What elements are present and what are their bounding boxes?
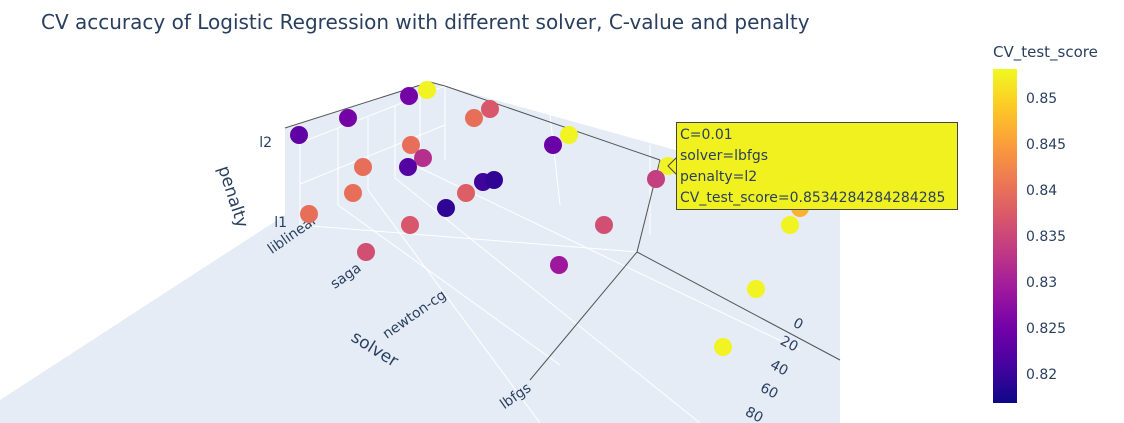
colorbar-tick-label: 0.84 bbox=[1026, 183, 1058, 199]
data-point[interactable] bbox=[339, 109, 357, 127]
data-point[interactable] bbox=[357, 243, 375, 261]
axis-tick-label: l1 bbox=[274, 215, 287, 231]
data-point[interactable] bbox=[595, 216, 613, 234]
colorbar-tick-label: 0.825 bbox=[1026, 321, 1067, 337]
data-point[interactable] bbox=[437, 199, 455, 217]
colorbar-tick-label: 0.835 bbox=[1026, 229, 1067, 245]
tooltip-line-c: C=0.01 bbox=[680, 127, 733, 143]
colorbar-title: CV_test_score bbox=[993, 43, 1098, 61]
data-point[interactable] bbox=[747, 280, 765, 298]
data-point[interactable] bbox=[781, 216, 799, 234]
axis-tick-label: 80 bbox=[742, 404, 765, 423]
data-point[interactable] bbox=[465, 109, 483, 127]
data-point[interactable] bbox=[414, 149, 432, 167]
axis-tick-label: 60 bbox=[757, 380, 780, 402]
data-point[interactable] bbox=[400, 87, 418, 105]
colorbar-tick-label: 0.82 bbox=[1026, 367, 1058, 383]
penalty-axis-title: penalty bbox=[213, 163, 252, 230]
data-point[interactable] bbox=[544, 136, 562, 154]
tooltip-line-solver: solver=lbfgs bbox=[680, 148, 769, 164]
data-point[interactable] bbox=[399, 158, 417, 176]
tooltip-line-score: CV_test_score=0.8534284284284285 bbox=[680, 190, 946, 206]
data-point[interactable] bbox=[300, 205, 318, 223]
data-point[interactable] bbox=[550, 256, 568, 274]
axis-tick-label: l2 bbox=[259, 135, 272, 151]
penalty-tick-labels: l2 l1 bbox=[259, 135, 287, 231]
colorbar bbox=[993, 69, 1017, 403]
data-point[interactable] bbox=[714, 338, 732, 356]
data-point[interactable] bbox=[344, 184, 362, 202]
data-point[interactable] bbox=[560, 126, 578, 144]
data-point[interactable] bbox=[401, 216, 419, 234]
chart-title: CV accuracy of Logistic Regression with … bbox=[41, 10, 810, 34]
axis-tick-label: 20 bbox=[777, 333, 800, 355]
floor-plane bbox=[0, 215, 840, 423]
data-points bbox=[290, 81, 809, 356]
hover-tooltip: C=0.01 solver=lbfgs penalty=l2 CV_test_s… bbox=[676, 122, 958, 210]
data-point[interactable] bbox=[290, 126, 308, 144]
tooltip-line-penalty: penalty=l2 bbox=[680, 169, 758, 185]
data-point[interactable] bbox=[418, 81, 436, 99]
colorbar-tick-label: 0.845 bbox=[1026, 137, 1067, 153]
colorbar-tick-label: 0.83 bbox=[1026, 275, 1058, 291]
data-point[interactable] bbox=[457, 184, 475, 202]
colorbar-tick-label: 0.85 bbox=[1026, 91, 1058, 107]
data-point[interactable] bbox=[647, 170, 665, 188]
data-point[interactable] bbox=[354, 158, 372, 176]
floor-plane-top bbox=[285, 86, 840, 252]
data-point[interactable] bbox=[402, 136, 420, 154]
data-point[interactable] bbox=[485, 171, 503, 189]
axis-tick-label: 40 bbox=[767, 357, 790, 379]
data-point[interactable] bbox=[481, 100, 499, 118]
